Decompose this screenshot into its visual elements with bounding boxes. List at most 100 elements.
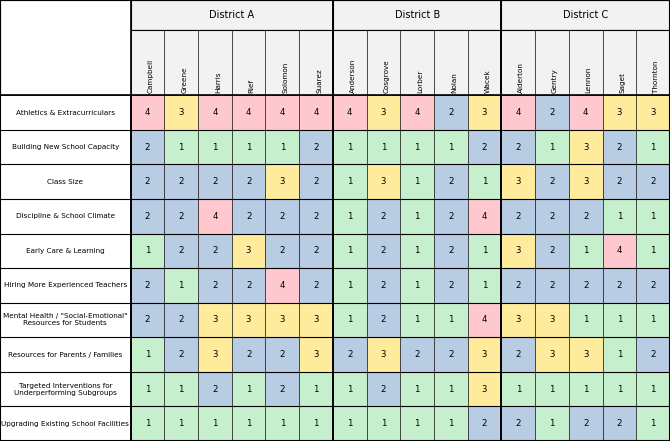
Bar (232, 234, 265, 268)
Text: 2: 2 (212, 177, 218, 186)
Text: 1: 1 (616, 212, 622, 221)
Text: 1: 1 (448, 142, 454, 152)
Text: 2: 2 (515, 350, 521, 359)
Bar (434, 372, 468, 407)
Bar (366, 303, 400, 337)
Bar (299, 303, 333, 337)
Bar (0, 372, 131, 407)
Text: 2: 2 (515, 419, 521, 428)
Text: 2: 2 (549, 108, 555, 117)
Text: 2: 2 (448, 177, 454, 186)
Bar (198, 234, 232, 268)
Bar (333, 164, 366, 199)
Bar (434, 199, 468, 234)
Bar (400, 407, 434, 441)
Text: Athletics & Extracurriculars: Athletics & Extracurriculars (16, 109, 115, 116)
Text: 4: 4 (616, 247, 622, 255)
Text: 2: 2 (482, 419, 487, 428)
Bar (164, 303, 198, 337)
Bar (299, 234, 333, 268)
Text: 1: 1 (415, 385, 420, 394)
Bar (636, 303, 670, 337)
Bar (400, 130, 434, 164)
Bar (366, 30, 400, 95)
Bar (265, 199, 299, 234)
Text: 2: 2 (515, 212, 521, 221)
Bar (131, 199, 164, 234)
Text: Suarez: Suarez (316, 69, 322, 93)
Bar (434, 164, 468, 199)
Text: 2: 2 (381, 315, 386, 325)
Text: 2: 2 (145, 212, 150, 221)
Bar (333, 234, 366, 268)
Text: 1: 1 (347, 281, 352, 290)
Text: 3: 3 (482, 385, 487, 394)
Bar (400, 164, 434, 199)
Bar (198, 337, 232, 372)
Text: 4: 4 (583, 108, 588, 117)
Bar (131, 407, 164, 441)
Text: 2: 2 (178, 315, 184, 325)
Text: 3: 3 (482, 350, 487, 359)
Bar (468, 234, 501, 268)
Bar (569, 30, 602, 95)
Text: 4: 4 (145, 108, 150, 117)
Text: 1: 1 (347, 385, 352, 394)
Text: Discipline & School Climate: Discipline & School Climate (16, 213, 115, 219)
Text: 1: 1 (347, 315, 352, 325)
Text: 2: 2 (482, 142, 487, 152)
Bar (164, 372, 198, 407)
Text: 1: 1 (651, 212, 656, 221)
Bar (535, 95, 569, 130)
Bar (434, 95, 468, 130)
Text: 2: 2 (381, 281, 386, 290)
Text: 3: 3 (178, 108, 184, 117)
Text: 2: 2 (178, 177, 184, 186)
Bar (265, 130, 299, 164)
Bar (198, 130, 232, 164)
Text: 2: 2 (212, 281, 218, 290)
Bar (434, 303, 468, 337)
Bar (636, 407, 670, 441)
Text: 1: 1 (583, 315, 588, 325)
Text: 1: 1 (314, 419, 319, 428)
Text: 2: 2 (279, 212, 285, 221)
Bar (636, 199, 670, 234)
Text: Mental Health / "Social-Emotional"
Resources for Students: Mental Health / "Social-Emotional" Resou… (3, 314, 128, 326)
Bar (232, 337, 265, 372)
Text: Class Size: Class Size (48, 179, 83, 185)
Text: 2: 2 (314, 247, 319, 255)
Bar (569, 268, 602, 303)
Bar (400, 95, 434, 130)
Bar (232, 268, 265, 303)
Bar (602, 372, 636, 407)
Text: Harris: Harris (215, 72, 221, 93)
Text: 2: 2 (246, 177, 251, 186)
Bar (0, 303, 131, 337)
Text: 1: 1 (448, 385, 454, 394)
Bar (232, 303, 265, 337)
Bar (299, 268, 333, 303)
Bar (602, 30, 636, 95)
Text: 1: 1 (415, 315, 420, 325)
Text: 2: 2 (314, 177, 319, 186)
Bar (366, 164, 400, 199)
Text: Wacek: Wacek (484, 70, 490, 93)
Bar (164, 130, 198, 164)
Text: 4: 4 (415, 108, 420, 117)
Text: 2: 2 (651, 281, 656, 290)
Bar (501, 303, 535, 337)
Text: 2: 2 (549, 281, 555, 290)
Bar (164, 164, 198, 199)
Bar (164, 268, 198, 303)
Bar (0, 95, 131, 130)
Bar (232, 130, 265, 164)
Bar (569, 234, 602, 268)
Text: 2: 2 (212, 247, 218, 255)
Text: 1: 1 (178, 281, 184, 290)
Bar (535, 303, 569, 337)
Text: 1: 1 (178, 385, 184, 394)
Text: 2: 2 (178, 212, 184, 221)
Bar (299, 407, 333, 441)
Bar (636, 337, 670, 372)
